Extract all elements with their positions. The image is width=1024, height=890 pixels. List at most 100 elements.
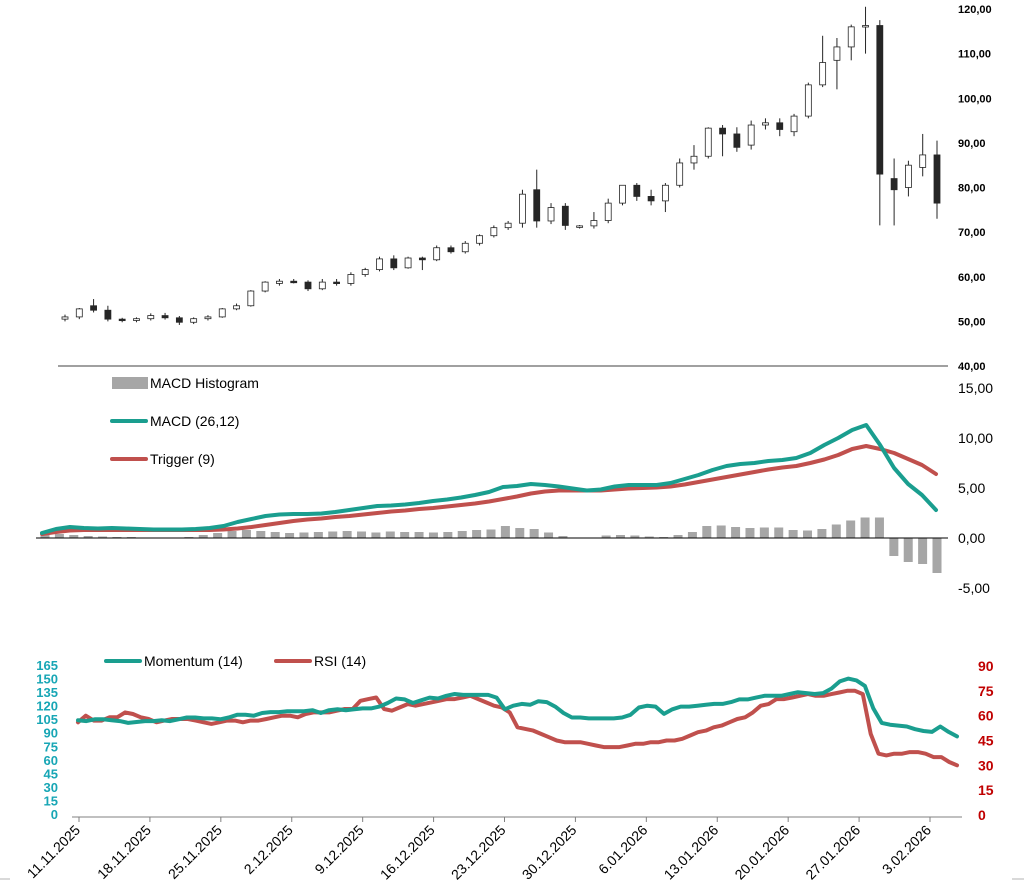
candle-body — [133, 318, 140, 321]
candle-body — [533, 189, 541, 222]
candle-body — [819, 62, 827, 86]
candle-body — [561, 205, 569, 226]
legend-swatch-histogram — [112, 377, 148, 389]
candle — [204, 315, 212, 321]
histogram-bar — [213, 533, 223, 538]
candle — [633, 183, 641, 201]
rsi-tick-label: 30 — [978, 757, 994, 773]
candle — [519, 189, 526, 228]
momentum-tick-label: 30 — [44, 780, 58, 795]
candle — [919, 133, 927, 177]
candle-body — [161, 315, 169, 319]
candle — [847, 24, 855, 61]
histogram-bar — [673, 535, 683, 538]
histogram-bar — [874, 517, 884, 538]
candle — [318, 278, 326, 291]
candle-body — [862, 25, 869, 28]
candle-body — [890, 178, 898, 191]
histogram-bar — [69, 535, 79, 538]
candle — [733, 127, 741, 152]
candle — [676, 158, 684, 188]
candle — [133, 317, 140, 323]
histogram-bar — [529, 529, 539, 538]
candle — [61, 314, 69, 322]
candle-body — [376, 258, 383, 271]
candle — [704, 127, 712, 159]
date-label: 23.12.2025 — [448, 822, 509, 883]
candle — [833, 38, 841, 90]
macd-tick-label: -5,00 — [958, 580, 990, 596]
candle-body — [104, 309, 112, 320]
candle-body — [847, 26, 855, 48]
histogram-bar — [644, 536, 654, 538]
histogram-bar — [299, 532, 309, 538]
candle — [876, 20, 884, 226]
candle-body — [447, 247, 455, 253]
candle — [361, 267, 369, 277]
momentum-tick-label: 60 — [44, 753, 58, 768]
macd-tick-label: 15,00 — [958, 380, 993, 396]
candle — [333, 278, 341, 286]
candle-body — [75, 308, 83, 318]
histogram-bar — [414, 532, 424, 538]
price-tick-label: 100,00 — [958, 93, 992, 105]
candle-body — [461, 242, 469, 253]
candle — [118, 317, 126, 323]
date-axis-labels: 11.11.2025 18.11.2025 25.11.2025 2.12.2025 9… — [24, 822, 935, 883]
date-label: 2.12.2025 — [241, 822, 297, 878]
candle — [933, 140, 941, 219]
macd-tick-label: 5,00 — [958, 480, 985, 496]
candle — [790, 113, 798, 137]
candle — [604, 198, 612, 224]
candle — [175, 316, 183, 325]
candle-body — [676, 162, 684, 186]
candle-body — [504, 222, 512, 229]
histogram-bar — [803, 530, 813, 538]
histogram-bar — [270, 532, 280, 538]
legend-label-trigger: Trigger (9) — [150, 451, 215, 467]
price-tick-label: 40,00 — [958, 361, 986, 373]
date-label: 9.12.2025 — [311, 822, 367, 878]
candle-body — [690, 155, 698, 164]
candle-body — [190, 318, 198, 323]
rsi-line — [76, 688, 959, 768]
candle-body — [519, 193, 526, 224]
histogram-bar — [500, 526, 510, 538]
date-label: 27.01.2026 — [802, 822, 863, 883]
histogram-bar — [774, 527, 784, 538]
rsi-tick-label: 60 — [978, 708, 994, 724]
histogram-bar — [831, 524, 841, 538]
candle — [590, 212, 598, 229]
candle-body — [747, 124, 755, 146]
candle-body — [733, 133, 741, 148]
histogram-bar — [241, 530, 251, 538]
legend-label-histogram: MACD Histogram — [150, 375, 259, 391]
candle — [461, 241, 469, 254]
date-label: 11.11.2025 — [24, 822, 84, 882]
candle — [576, 224, 584, 229]
candle — [261, 281, 269, 293]
histogram-bar — [788, 530, 798, 538]
candle-body — [790, 115, 798, 133]
rsi-tick-label: 90 — [978, 658, 994, 674]
rsi-tick-label: 75 — [978, 683, 994, 699]
rsi-tick-label: 15 — [978, 782, 994, 798]
candle — [447, 245, 455, 254]
histogram-bar — [932, 538, 942, 573]
histogram-bar — [400, 532, 410, 538]
macd-legend: MACD Histogram MACD (26,12) Trigger (9) — [110, 375, 259, 467]
legend-label-rsi: RSI (14) — [314, 653, 366, 669]
date-label: 6.01.2026 — [595, 822, 651, 878]
candle — [762, 118, 769, 130]
momentum-tick-label: 135 — [36, 685, 58, 700]
candle-body — [390, 258, 398, 269]
histogram-bar — [558, 536, 568, 538]
candle-body — [490, 227, 498, 237]
candle-body — [661, 184, 669, 202]
macd-tick-label: 0,00 — [958, 530, 985, 546]
candle — [347, 272, 355, 286]
candle — [418, 256, 426, 271]
candle-body — [476, 235, 483, 244]
price-axis: 40,00 50,00 60,00 70,00 80,00 90,00 100,00 110,… — [958, 4, 992, 373]
